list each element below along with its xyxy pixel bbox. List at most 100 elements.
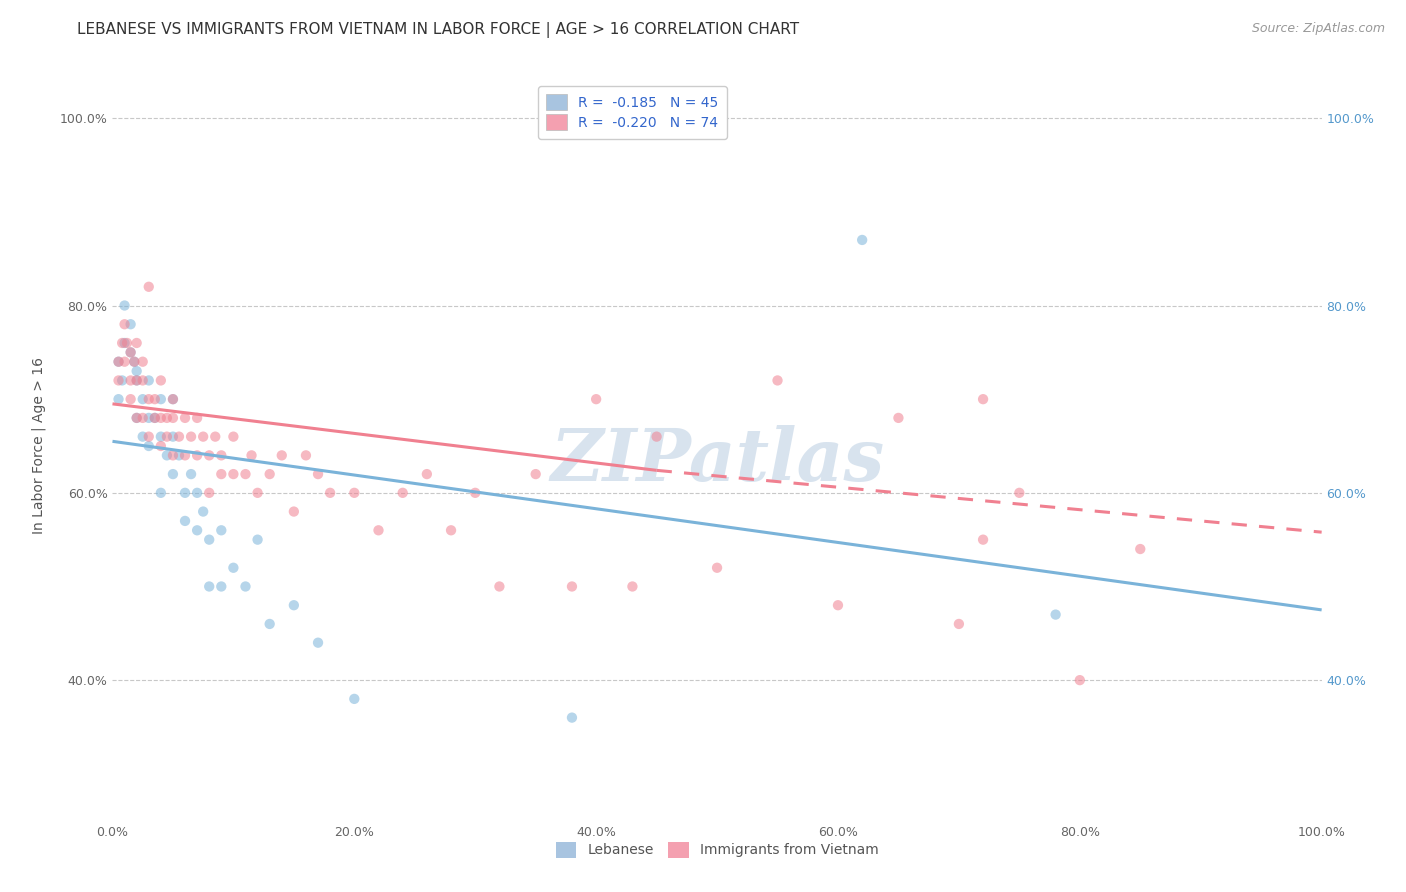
Point [283, 599, 305, 613]
Point [111, 374, 134, 388]
Point [585, 392, 607, 407]
Point [162, 467, 184, 482]
Point [416, 467, 439, 482]
Point [186, 486, 208, 500]
Point [204, 430, 226, 444]
Point [156, 430, 179, 444]
Point [120, 345, 142, 359]
Point [367, 523, 389, 537]
Point [149, 392, 172, 407]
Point [156, 449, 179, 463]
Point [621, 580, 644, 594]
Point [138, 392, 160, 407]
Point [235, 580, 257, 594]
Point [186, 449, 208, 463]
Point [561, 711, 583, 725]
Point [222, 561, 245, 575]
Point [1045, 607, 1067, 622]
Point [307, 635, 329, 649]
Point [149, 430, 172, 444]
Point [125, 336, 148, 351]
Point [209, 449, 232, 463]
Point [114, 336, 136, 351]
Point [222, 430, 245, 444]
Point [125, 410, 148, 425]
Point [307, 467, 329, 482]
Point [222, 467, 245, 482]
Point [766, 374, 789, 388]
Point [851, 233, 873, 247]
Point [174, 514, 197, 528]
Point [706, 561, 728, 575]
Point [488, 580, 510, 594]
Point [167, 449, 190, 463]
Text: ZIPatlas: ZIPatlas [550, 425, 884, 497]
Point [191, 430, 214, 444]
Point [259, 467, 281, 482]
Point [132, 355, 155, 369]
Point [167, 430, 190, 444]
Point [125, 374, 148, 388]
Point [115, 336, 138, 351]
Point [174, 486, 197, 500]
Point [246, 533, 269, 547]
Point [107, 392, 129, 407]
Point [122, 355, 145, 369]
Point [120, 345, 142, 359]
Point [827, 599, 849, 613]
Point [198, 533, 221, 547]
Point [132, 392, 155, 407]
Point [246, 486, 269, 500]
Point [191, 505, 214, 519]
Point [114, 298, 136, 313]
Point [174, 410, 197, 425]
Point [948, 617, 970, 632]
Point [162, 410, 184, 425]
Point [156, 410, 179, 425]
Point [391, 486, 413, 500]
Point [138, 374, 160, 388]
Point [972, 533, 994, 547]
Point [125, 410, 148, 425]
Point [186, 410, 208, 425]
Point [138, 280, 160, 294]
Point [561, 580, 583, 594]
Point [270, 449, 292, 463]
Point [209, 580, 232, 594]
Point [972, 392, 994, 407]
Point [343, 486, 366, 500]
Point [122, 355, 145, 369]
Point [198, 486, 221, 500]
Point [138, 430, 160, 444]
Point [120, 317, 142, 331]
Point [240, 449, 263, 463]
Point [1069, 673, 1091, 688]
Point [209, 523, 232, 537]
Point [143, 410, 166, 425]
Point [132, 430, 155, 444]
Y-axis label: In Labor Force | Age > 16: In Labor Force | Age > 16 [31, 358, 46, 534]
Point [162, 392, 184, 407]
Point [132, 374, 155, 388]
Point [114, 317, 136, 331]
Legend: Lebanese, Immigrants from Vietnam: Lebanese, Immigrants from Vietnam [547, 833, 887, 866]
Point [174, 449, 197, 463]
Point [138, 410, 160, 425]
Point [162, 430, 184, 444]
Point [162, 449, 184, 463]
Point [143, 410, 166, 425]
Point [645, 430, 668, 444]
Point [235, 467, 257, 482]
Point [1008, 486, 1031, 500]
Point [259, 617, 281, 632]
Point [138, 439, 160, 453]
Text: Source: ZipAtlas.com: Source: ZipAtlas.com [1251, 22, 1385, 36]
Point [464, 486, 486, 500]
Point [1129, 541, 1152, 557]
Point [143, 392, 166, 407]
Point [114, 355, 136, 369]
Point [180, 467, 202, 482]
Point [125, 374, 148, 388]
Point [198, 449, 221, 463]
Point [209, 467, 232, 482]
